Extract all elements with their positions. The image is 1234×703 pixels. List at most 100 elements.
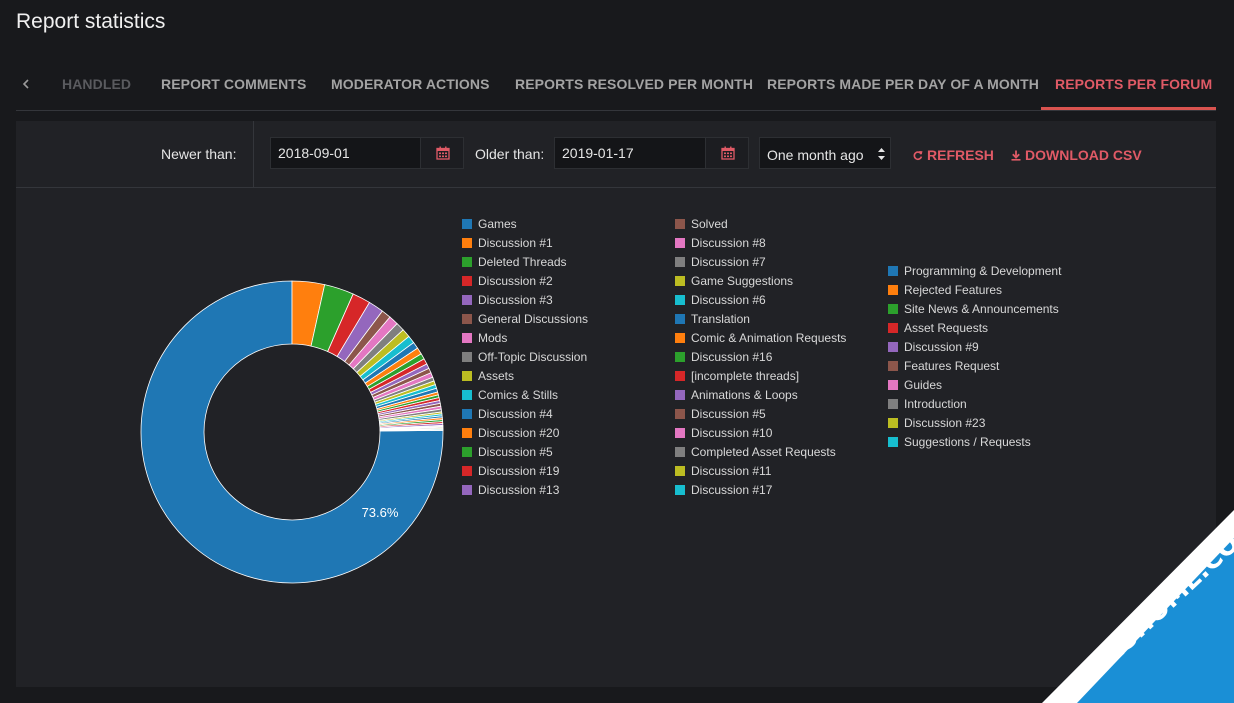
legend-item[interactable]: Discussion #10 bbox=[675, 426, 846, 445]
legend-item[interactable]: [incomplete threads] bbox=[675, 369, 846, 388]
newer-calendar-button[interactable] bbox=[420, 137, 464, 169]
legend-item[interactable]: Mods bbox=[462, 331, 588, 350]
tab-moderator-actions[interactable]: MODERATOR ACTIONS bbox=[331, 76, 490, 92]
legend-item[interactable]: Discussion #8 bbox=[675, 236, 846, 255]
range-select-value: One month ago bbox=[767, 147, 864, 163]
legend-item[interactable]: Discussion #23 bbox=[888, 416, 1061, 435]
download-csv-label: DOWNLOAD CSV bbox=[1025, 147, 1142, 163]
chart-area: 73.6% Games Discussion #1 Deleted Threads D… bbox=[16, 188, 1216, 687]
legend-item[interactable]: Rejected Features bbox=[888, 283, 1061, 302]
legend-item[interactable]: Completed Asset Requests bbox=[675, 445, 846, 464]
legend-item[interactable]: Translation bbox=[675, 312, 846, 331]
legend-item[interactable]: Deleted Threads bbox=[462, 255, 588, 274]
legend-swatch bbox=[462, 257, 472, 267]
legend-item[interactable]: Guides bbox=[888, 378, 1061, 397]
donut-slice[interactable] bbox=[140, 280, 444, 584]
legend-swatch bbox=[675, 390, 685, 400]
legend-label: Discussion #20 bbox=[478, 426, 560, 440]
legend-item[interactable]: Suggestions / Requests bbox=[888, 435, 1061, 454]
legend-label: Mods bbox=[478, 331, 508, 345]
legend-label: [incomplete threads] bbox=[691, 369, 800, 383]
legend-item[interactable]: Discussion #13 bbox=[462, 483, 588, 502]
newer-than-label: Newer than: bbox=[161, 146, 237, 162]
legend-item[interactable]: Game Suggestions bbox=[675, 274, 846, 293]
legend-item[interactable]: Discussion #20 bbox=[462, 426, 588, 445]
legend-item[interactable]: Discussion #7 bbox=[675, 255, 846, 274]
legend-item[interactable]: Discussion #5 bbox=[675, 407, 846, 426]
legend-item[interactable]: Features Request bbox=[888, 359, 1061, 378]
legend-label: Guides bbox=[904, 378, 943, 392]
legend-label: Off-Topic Discussion bbox=[478, 350, 588, 364]
legend-item[interactable]: Solved bbox=[675, 217, 846, 236]
legend-swatch bbox=[675, 428, 685, 438]
legend-label: Discussion #9 bbox=[904, 340, 979, 354]
legend-item[interactable]: Discussion #5 bbox=[462, 445, 588, 464]
legend-label: Discussion #5 bbox=[478, 445, 553, 459]
calendar-icon bbox=[721, 146, 735, 160]
legend-swatch bbox=[675, 314, 685, 324]
older-calendar-button[interactable] bbox=[705, 137, 749, 169]
legend-swatch bbox=[462, 485, 472, 495]
legend-swatch bbox=[462, 409, 472, 419]
legend-item[interactable]: Discussion #2 bbox=[462, 274, 588, 293]
legend-swatch bbox=[888, 304, 898, 314]
donut-slice[interactable] bbox=[379, 428, 444, 432]
legend-item[interactable]: General Discussions bbox=[462, 312, 588, 331]
legend-swatch bbox=[462, 276, 472, 286]
legend-swatch bbox=[462, 352, 472, 362]
legend-item[interactable]: Discussion #4 bbox=[462, 407, 588, 426]
filter-bar: Newer than: Older than: One month a bbox=[16, 121, 1216, 188]
legend-item[interactable]: Discussion #3 bbox=[462, 293, 588, 312]
legend-label: Discussion #2 bbox=[478, 274, 553, 288]
legend-item[interactable]: Discussion #17 bbox=[675, 483, 846, 502]
legend-item[interactable]: Comics & Stills bbox=[462, 388, 588, 407]
chevron-left-icon[interactable] bbox=[22, 76, 30, 92]
legend-label: General Discussions bbox=[478, 312, 589, 326]
legend-label: Completed Asset Requests bbox=[691, 445, 836, 459]
tab-handled[interactable]: HANDLED bbox=[62, 76, 132, 92]
legend-item[interactable]: Assets bbox=[462, 369, 588, 388]
refresh-label: REFRESH bbox=[927, 147, 994, 163]
tab-reports-made-per-day[interactable]: REPORTS MADE PER DAY OF A MONTH bbox=[767, 76, 1039, 92]
legend-item[interactable]: Discussion #6 bbox=[675, 293, 846, 312]
range-select[interactable]: One month ago bbox=[759, 137, 891, 169]
legend-item[interactable]: Discussion #1 bbox=[462, 236, 588, 255]
tab-reports-per-forum[interactable]: REPORTS PER FORUM bbox=[1055, 76, 1213, 92]
legend-item[interactable]: Discussion #19 bbox=[462, 464, 588, 483]
newer-than-input[interactable] bbox=[270, 137, 422, 169]
legend-swatch bbox=[675, 352, 685, 362]
legend-swatch bbox=[888, 361, 898, 371]
legend-item[interactable]: Discussion #16 bbox=[675, 350, 846, 369]
download-csv-button[interactable]: DOWNLOAD CSV bbox=[1011, 147, 1142, 163]
legend-label: Comic & Animation Requests bbox=[691, 331, 847, 345]
page-title: Report statistics bbox=[16, 10, 166, 33]
legend-item[interactable]: Comic & Animation Requests bbox=[675, 331, 846, 350]
older-than-label: Older than: bbox=[475, 146, 545, 162]
legend-item[interactable]: Introduction bbox=[888, 397, 1061, 416]
legend-item[interactable]: Programming & Development bbox=[888, 264, 1061, 283]
legend-label: Discussion #8 bbox=[691, 236, 766, 250]
legend-label: Discussion #4 bbox=[478, 407, 553, 421]
legend-item[interactable]: Discussion #11 bbox=[675, 464, 846, 483]
legend-label: Rejected Features bbox=[904, 283, 1003, 297]
legend-swatch bbox=[888, 399, 898, 409]
legend-label: Deleted Threads bbox=[478, 255, 567, 269]
older-than-input[interactable] bbox=[554, 137, 706, 169]
refresh-button[interactable]: REFRESH bbox=[913, 147, 994, 163]
legend-item[interactable]: Off-Topic Discussion bbox=[462, 350, 588, 369]
legend-swatch bbox=[462, 428, 472, 438]
legend-swatch bbox=[675, 295, 685, 305]
legend-item[interactable]: Discussion #9 bbox=[888, 340, 1061, 359]
tab-report-comments[interactable]: REPORT COMMENTS bbox=[161, 76, 307, 92]
legend-label: Game Suggestions bbox=[691, 274, 794, 288]
legend-item[interactable]: Games bbox=[462, 217, 588, 236]
active-tab-indicator bbox=[1041, 107, 1216, 110]
legend-swatch bbox=[888, 285, 898, 295]
legend-swatch bbox=[462, 333, 472, 343]
legend-item[interactable]: Site News & Announcements bbox=[888, 302, 1061, 321]
tab-reports-resolved-per-month[interactable]: REPORTS RESOLVED PER MONTH bbox=[515, 76, 754, 92]
legend-label: Introduction bbox=[904, 397, 967, 411]
legend-swatch bbox=[462, 466, 472, 476]
legend-item[interactable]: Asset Requests bbox=[888, 321, 1061, 340]
legend-item[interactable]: Animations & Loops bbox=[675, 388, 846, 407]
